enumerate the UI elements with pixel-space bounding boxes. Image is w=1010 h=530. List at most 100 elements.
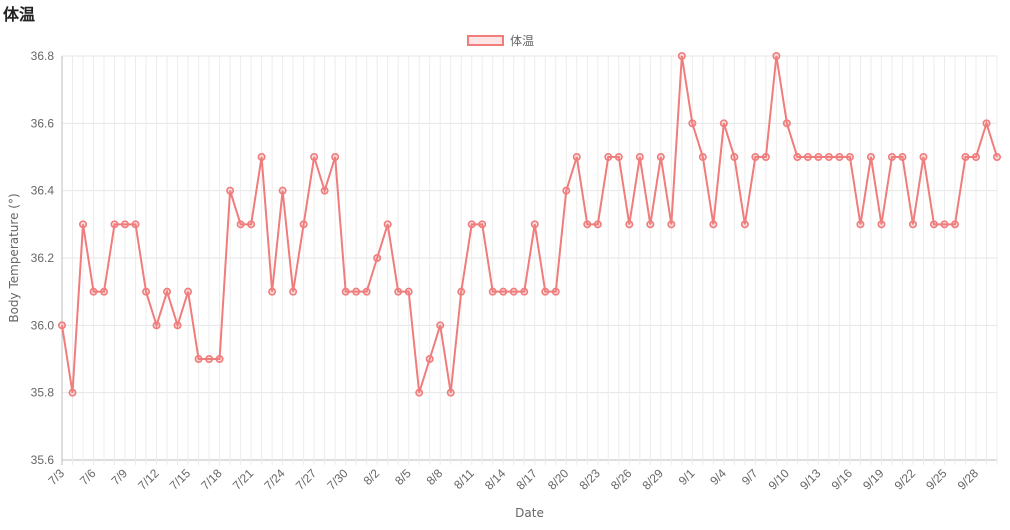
data-point[interactable]	[866, 153, 875, 162]
data-point[interactable]	[593, 220, 602, 229]
data-point[interactable]	[950, 220, 959, 229]
data-point[interactable]	[457, 287, 466, 296]
data-point[interactable]	[845, 153, 854, 162]
data-point[interactable]	[173, 321, 182, 330]
data-point[interactable]	[814, 153, 823, 162]
data-point[interactable]	[236, 220, 245, 229]
data-point[interactable]	[782, 119, 791, 128]
data-point[interactable]	[635, 153, 644, 162]
data-point[interactable]	[278, 186, 287, 195]
data-point[interactable]	[835, 153, 844, 162]
data-point[interactable]	[520, 287, 529, 296]
x-tick-label: 9/4	[707, 466, 729, 488]
data-point[interactable]	[131, 220, 140, 229]
data-point[interactable]	[320, 186, 329, 195]
data-point[interactable]	[509, 287, 518, 296]
data-point[interactable]	[184, 287, 193, 296]
data-point[interactable]	[793, 153, 802, 162]
data-point[interactable]	[551, 287, 560, 296]
data-point[interactable]	[68, 388, 77, 397]
data-point[interactable]	[467, 220, 476, 229]
data-point[interactable]	[215, 354, 224, 363]
data-point[interactable]	[289, 287, 298, 296]
data-point[interactable]	[572, 153, 581, 162]
data-point[interactable]	[121, 220, 130, 229]
data-point[interactable]	[383, 220, 392, 229]
data-point[interactable]	[604, 153, 613, 162]
data-point[interactable]	[488, 287, 497, 296]
data-point[interactable]	[761, 153, 770, 162]
data-point[interactable]	[698, 153, 707, 162]
data-point[interactable]	[299, 220, 308, 229]
data-point[interactable]	[751, 153, 760, 162]
data-point[interactable]	[331, 153, 340, 162]
data-point[interactable]	[583, 220, 592, 229]
y-tick-label: 36.6	[31, 116, 55, 130]
data-point[interactable]	[436, 321, 445, 330]
data-point[interactable]	[541, 287, 550, 296]
data-point[interactable]	[152, 321, 161, 330]
x-tick-label: 7/27	[293, 466, 320, 493]
data-point[interactable]	[646, 220, 655, 229]
data-point[interactable]	[992, 153, 1001, 162]
data-point[interactable]	[226, 186, 235, 195]
x-tick-label: 7/24	[261, 466, 288, 493]
data-point[interactable]	[667, 220, 676, 229]
data-point[interactable]	[877, 220, 886, 229]
data-point[interactable]	[268, 287, 277, 296]
data-point[interactable]	[163, 287, 172, 296]
data-point[interactable]	[415, 388, 424, 397]
data-point[interactable]	[362, 287, 371, 296]
data-point[interactable]	[57, 321, 66, 330]
data-point[interactable]	[688, 119, 697, 128]
data-point[interactable]	[499, 287, 508, 296]
data-point[interactable]	[89, 287, 98, 296]
data-point[interactable]	[257, 153, 266, 162]
data-point[interactable]	[961, 153, 970, 162]
data-point[interactable]	[79, 220, 88, 229]
data-point[interactable]	[625, 220, 634, 229]
data-point[interactable]	[982, 119, 991, 128]
data-point[interactable]	[887, 153, 896, 162]
data-point[interactable]	[247, 220, 256, 229]
data-point[interactable]	[425, 354, 434, 363]
x-tick-label: 8/2	[361, 466, 383, 488]
data-point[interactable]	[730, 153, 739, 162]
y-tick-label: 35.6	[31, 453, 55, 467]
chart-legend-item[interactable]: 体温	[467, 32, 534, 48]
data-point[interactable]	[656, 153, 665, 162]
data-point[interactable]	[478, 220, 487, 229]
data-point[interactable]	[614, 153, 623, 162]
data-point[interactable]	[919, 153, 928, 162]
data-point[interactable]	[404, 287, 413, 296]
data-point[interactable]	[194, 354, 203, 363]
data-point[interactable]	[142, 287, 151, 296]
data-point[interactable]	[971, 153, 980, 162]
data-point[interactable]	[856, 220, 865, 229]
data-point[interactable]	[341, 287, 350, 296]
data-point[interactable]	[929, 220, 938, 229]
data-point[interactable]	[740, 220, 749, 229]
data-point[interactable]	[898, 153, 907, 162]
y-axis-title: Body Temperature (°)	[7, 193, 21, 322]
data-point[interactable]	[719, 119, 728, 128]
data-point[interactable]	[940, 220, 949, 229]
data-point[interactable]	[562, 186, 571, 195]
data-point[interactable]	[100, 287, 109, 296]
data-point[interactable]	[394, 287, 403, 296]
y-tick-label: 36.8	[31, 49, 55, 63]
data-point[interactable]	[709, 220, 718, 229]
data-point[interactable]	[373, 254, 382, 263]
data-point[interactable]	[205, 354, 214, 363]
data-point[interactable]	[446, 388, 455, 397]
data-point[interactable]	[310, 153, 319, 162]
data-point[interactable]	[803, 153, 812, 162]
data-point[interactable]	[110, 220, 119, 229]
data-point[interactable]	[352, 287, 361, 296]
data-point[interactable]	[908, 220, 917, 229]
data-point[interactable]	[530, 220, 539, 229]
data-point[interactable]	[824, 153, 833, 162]
data-point[interactable]	[677, 51, 686, 60]
data-point[interactable]	[772, 51, 781, 60]
